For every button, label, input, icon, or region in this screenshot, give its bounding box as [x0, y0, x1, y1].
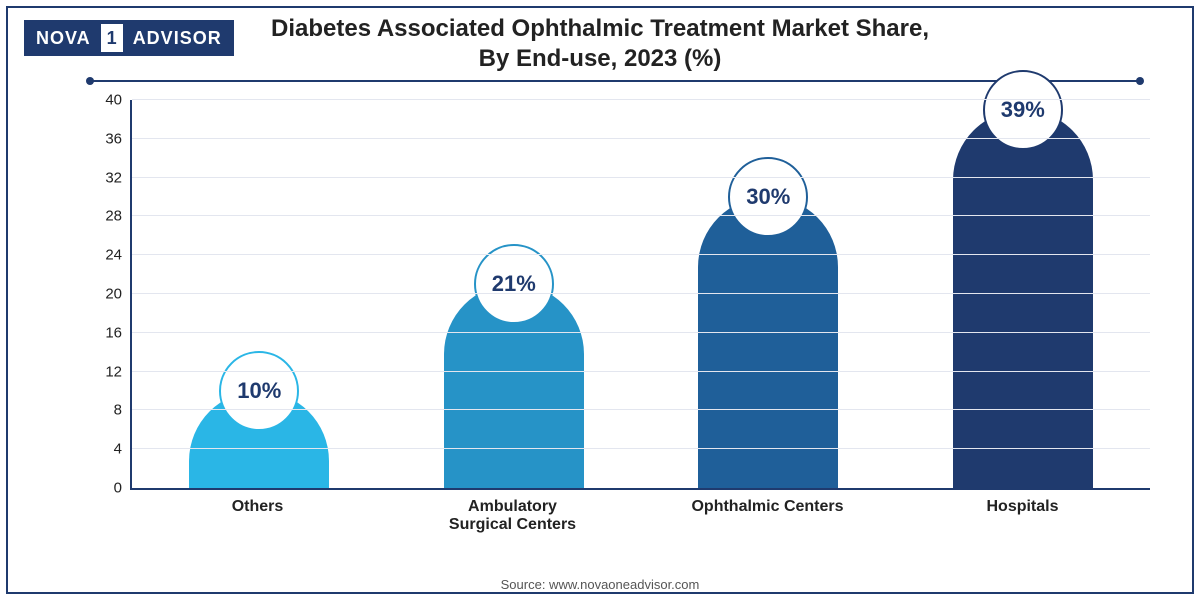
gridline: [132, 177, 1150, 178]
y-tick-label: 4: [92, 441, 132, 458]
x-axis-label: Others: [130, 498, 385, 535]
chart-title-line1: Diabetes Associated Ophthalmic Treatment…: [271, 15, 929, 42]
bar-slot: 21%: [387, 100, 642, 488]
plot-region: 10%21%30%39% 0481216202428323640: [130, 100, 1150, 490]
y-tick-label: 12: [92, 363, 132, 380]
value-bubble: 10%: [219, 351, 299, 431]
x-axis-label: Ophthalmic Centers: [640, 498, 895, 535]
bars-container: 10% 21% 30% 39%: [132, 100, 1150, 488]
y-tick-label: 20: [92, 286, 132, 303]
bar: 10%: [189, 391, 329, 488]
y-tick-label: 0: [92, 480, 132, 497]
bar: 30%: [698, 197, 838, 488]
gridline: [132, 254, 1150, 255]
y-tick-label: 8: [92, 402, 132, 419]
y-tick-label: 40: [92, 92, 132, 109]
bar: 21%: [444, 284, 584, 488]
y-tick-label: 28: [92, 208, 132, 225]
bar-slot: 10%: [132, 100, 387, 488]
y-tick-label: 16: [92, 324, 132, 341]
gridline: [132, 215, 1150, 216]
value-bubble: 21%: [474, 244, 554, 324]
title-underline: [90, 80, 1140, 82]
bar-slot: 30%: [641, 100, 896, 488]
gridline: [132, 409, 1150, 410]
x-axis-label: Hospitals: [895, 498, 1150, 535]
x-axis-label: AmbulatorySurgical Centers: [385, 498, 640, 535]
gridline: [132, 332, 1150, 333]
source-text: Source: www.novaoneadvisor.com: [0, 577, 1200, 592]
gridline: [132, 448, 1150, 449]
y-tick-label: 32: [92, 169, 132, 186]
y-tick-label: 24: [92, 247, 132, 264]
value-bubble: 30%: [728, 157, 808, 237]
x-axis-labels: OthersAmbulatorySurgical CentersOphthalm…: [130, 498, 1150, 535]
gridline: [132, 293, 1150, 294]
chart-area: 10%21%30%39% 0481216202428323640 OthersA…: [80, 100, 1150, 530]
gridline: [132, 371, 1150, 372]
bar: 39%: [953, 110, 1093, 488]
chart-title-line2: By End-use, 2023 (%): [479, 45, 722, 72]
gridline: [132, 99, 1150, 100]
y-tick-label: 36: [92, 130, 132, 147]
bar-slot: 39%: [896, 100, 1151, 488]
gridline: [132, 138, 1150, 139]
chart-title: Diabetes Associated Ophthalmic Treatment…: [0, 14, 1200, 74]
